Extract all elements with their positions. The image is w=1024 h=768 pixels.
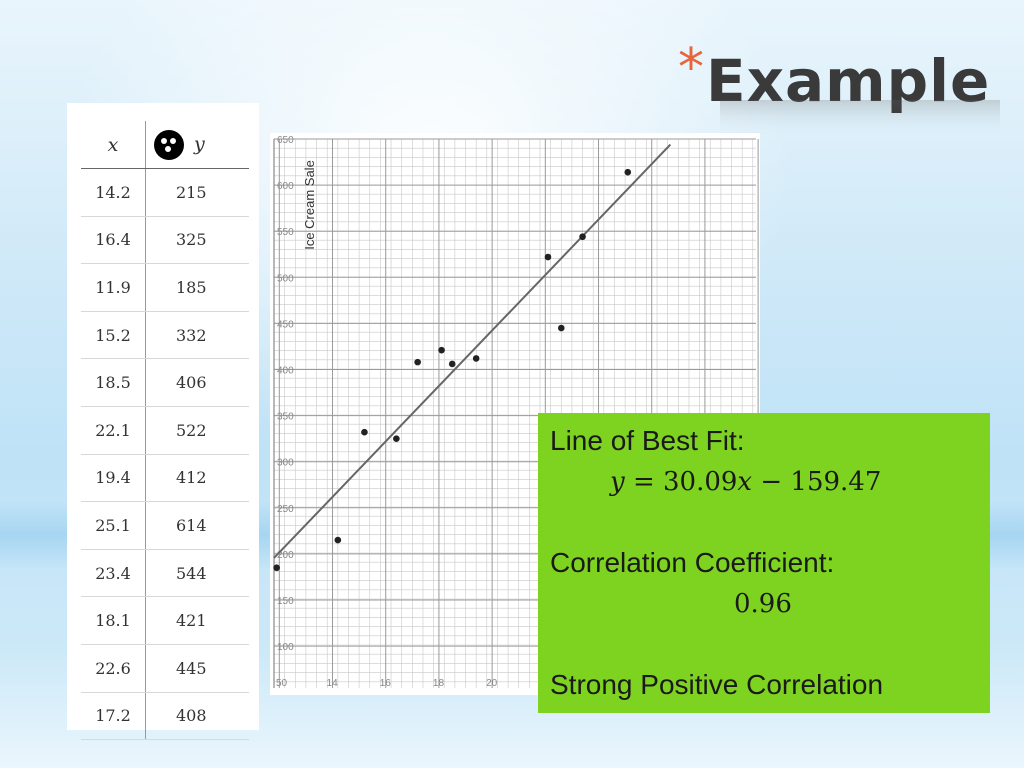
data-point xyxy=(579,233,586,241)
y-tick-label: 150 xyxy=(277,596,294,607)
cell-y: 522 xyxy=(145,406,249,455)
x-origin-label: 50 xyxy=(276,678,288,689)
data-point xyxy=(448,360,456,368)
table-row: 17.2 408 xyxy=(81,692,249,741)
data-point xyxy=(334,536,342,544)
x-tick-label: 20 xyxy=(486,678,498,689)
cell-y: 421 xyxy=(145,596,249,645)
cell-y: 445 xyxy=(145,644,249,693)
x-tick-label: 18 xyxy=(433,678,445,689)
data-point xyxy=(438,346,445,354)
header-y: y xyxy=(194,132,205,155)
fit-label: Line of Best Fit: xyxy=(550,425,745,456)
data-table-panel: x y 14.2 215 16.4 325 11.9 185 15.2 332 18.5 406 2… xyxy=(67,103,259,741)
title-text: Example xyxy=(706,47,991,115)
y-tick-label: 250 xyxy=(277,504,294,515)
cell-x: 23.4 xyxy=(81,549,146,598)
cell-y: 185 xyxy=(145,263,249,312)
x-tick-label: 14 xyxy=(327,678,339,689)
y-tick-label: 550 xyxy=(277,227,294,238)
y-tick-label: 650 xyxy=(277,135,294,146)
data-table: x y 14.2 215 16.4 325 11.9 185 15.2 332 18.5 406 2… xyxy=(81,121,249,741)
chart-ticks: 100 150 200 250 300 350 400 450 500 550 600 650 50 14… xyxy=(276,135,551,689)
table-row: 18.1 421 xyxy=(81,596,249,645)
table-row: 18.5 406 xyxy=(81,358,249,407)
header-y-cell: y xyxy=(145,121,249,169)
data-point xyxy=(393,435,400,442)
y-tick-label: 200 xyxy=(277,550,294,561)
fit-equation: 𝑦 = 30.09𝑥 − 159.47 xyxy=(610,467,882,497)
data-point xyxy=(361,428,368,436)
table-row: 25.1 614 xyxy=(81,501,249,550)
table-row: 23.4 544 xyxy=(81,549,249,598)
conclusion-text: Strong Positive Correlation xyxy=(550,669,884,700)
cell-y: 412 xyxy=(145,454,249,503)
table-row: 11.9 185 xyxy=(81,263,249,312)
cell-x: 14.2 xyxy=(81,168,146,217)
table-header-row: x y xyxy=(81,121,249,169)
cell-y: 215 xyxy=(145,168,249,217)
cell-y: 408 xyxy=(145,692,249,741)
correlation-label: Correlation Coefficient: xyxy=(550,547,835,578)
cell-y: 406 xyxy=(145,358,249,407)
data-point xyxy=(624,168,632,176)
cell-x: 22.1 xyxy=(81,406,146,455)
data-point xyxy=(472,355,480,362)
table-row: 22.1 522 xyxy=(81,406,249,455)
cell-x: 18.1 xyxy=(81,596,146,645)
y-tick-label: 600 xyxy=(277,181,294,192)
y-tick-label: 100 xyxy=(277,642,294,653)
y-tick-label: 400 xyxy=(277,366,294,377)
correlation-value: 0.96 xyxy=(734,589,792,619)
cell-x: 25.1 xyxy=(81,501,146,550)
cell-x: 15.2 xyxy=(81,311,146,360)
cell-x: 18.5 xyxy=(81,358,146,407)
table-row: 16.4 325 xyxy=(81,216,249,265)
cell-y: 332 xyxy=(145,311,249,360)
summary-box: Line of Best Fit: 𝑦 = 30.09𝑥 − 159.47 Co… xyxy=(538,413,990,713)
y-tick-label: 450 xyxy=(277,319,294,330)
table-row: 14.2 215 xyxy=(81,168,249,217)
y-tick-label: 300 xyxy=(277,458,294,469)
data-point xyxy=(544,253,552,261)
cell-x: 16.4 xyxy=(81,216,146,265)
cell-y: 325 xyxy=(145,216,249,265)
cell-x: 19.4 xyxy=(81,454,146,503)
menu-dots-icon[interactable] xyxy=(154,129,184,160)
y-tick-label: 500 xyxy=(277,273,294,284)
cell-x: 11.9 xyxy=(81,263,146,312)
cell-y: 544 xyxy=(145,549,249,598)
cell-x: 22.6 xyxy=(81,644,146,693)
table-row: 15.2 332 xyxy=(81,311,249,360)
data-points xyxy=(273,168,632,572)
table-row: 19.4 412 xyxy=(81,454,249,503)
header-x: x xyxy=(81,121,146,169)
table-row: 22.6 445 xyxy=(81,644,249,693)
title-bullet: * xyxy=(678,38,704,98)
fit-line-group xyxy=(273,143,672,559)
slide-title: * Example xyxy=(678,38,990,138)
fit-line xyxy=(273,143,672,559)
cell-y: 614 xyxy=(145,501,249,550)
data-point xyxy=(414,358,421,366)
y-axis-label: Ice Cream Sale xyxy=(302,160,317,250)
data-point xyxy=(273,564,280,572)
x-tick-label: 16 xyxy=(380,678,392,689)
y-tick-label: 350 xyxy=(277,412,294,423)
cell-x: 17.2 xyxy=(81,692,146,741)
data-point xyxy=(557,324,565,332)
